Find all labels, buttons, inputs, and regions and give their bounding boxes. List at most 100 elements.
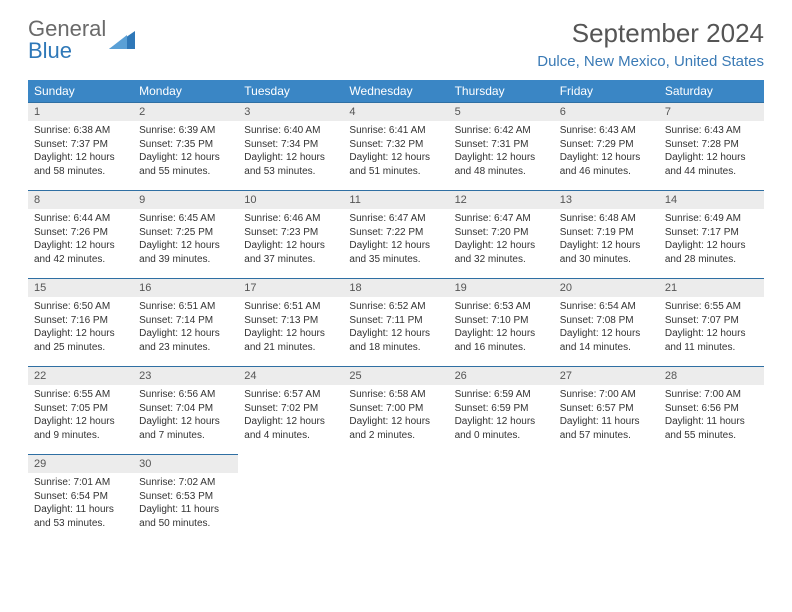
sunset-text: Sunset: 7:05 PM [34, 402, 127, 416]
day-number: 27 [554, 367, 659, 385]
day-number: 20 [554, 279, 659, 297]
weekday-header: Tuesday [238, 80, 343, 103]
sunrise-text: Sunrise: 6:44 AM [34, 212, 127, 226]
daylight-text: Daylight: 12 hours and 32 minutes. [455, 239, 548, 266]
day-details: Sunrise: 6:47 AMSunset: 7:22 PMDaylight:… [343, 209, 448, 269]
daylight-text: Daylight: 12 hours and 25 minutes. [34, 327, 127, 354]
sunrise-text: Sunrise: 6:49 AM [665, 212, 758, 226]
calendar-cell: 8Sunrise: 6:44 AMSunset: 7:26 PMDaylight… [28, 191, 133, 279]
sunrise-text: Sunrise: 7:02 AM [139, 476, 232, 490]
calendar-cell: 9Sunrise: 6:45 AMSunset: 7:25 PMDaylight… [133, 191, 238, 279]
calendar-row: 22Sunrise: 6:55 AMSunset: 7:05 PMDayligh… [28, 367, 764, 455]
daylight-text: Daylight: 12 hours and 2 minutes. [349, 415, 442, 442]
sunset-text: Sunset: 6:59 PM [455, 402, 548, 416]
daylight-text: Daylight: 12 hours and 4 minutes. [244, 415, 337, 442]
calendar-cell: 24Sunrise: 6:57 AMSunset: 7:02 PMDayligh… [238, 367, 343, 455]
logo-triangle-icon [109, 27, 135, 53]
calendar-cell: 12Sunrise: 6:47 AMSunset: 7:20 PMDayligh… [449, 191, 554, 279]
day-number: 22 [28, 367, 133, 385]
day-number: 15 [28, 279, 133, 297]
day-number: 30 [133, 455, 238, 473]
daylight-text: Daylight: 12 hours and 53 minutes. [244, 151, 337, 178]
calendar-cell: 21Sunrise: 6:55 AMSunset: 7:07 PMDayligh… [659, 279, 764, 367]
day-details: Sunrise: 6:43 AMSunset: 7:28 PMDaylight:… [659, 121, 764, 181]
daylight-text: Daylight: 12 hours and 51 minutes. [349, 151, 442, 178]
day-number: 1 [28, 103, 133, 121]
sunrise-text: Sunrise: 6:50 AM [34, 300, 127, 314]
day-number: 18 [343, 279, 448, 297]
sunset-text: Sunset: 7:20 PM [455, 226, 548, 240]
daylight-text: Daylight: 12 hours and 44 minutes. [665, 151, 758, 178]
day-details: Sunrise: 6:42 AMSunset: 7:31 PMDaylight:… [449, 121, 554, 181]
sunrise-text: Sunrise: 7:01 AM [34, 476, 127, 490]
sunset-text: Sunset: 7:02 PM [244, 402, 337, 416]
calendar-cell: 11Sunrise: 6:47 AMSunset: 7:22 PMDayligh… [343, 191, 448, 279]
calendar-cell: 17Sunrise: 6:51 AMSunset: 7:13 PMDayligh… [238, 279, 343, 367]
day-details: Sunrise: 6:51 AMSunset: 7:13 PMDaylight:… [238, 297, 343, 357]
day-details: Sunrise: 6:45 AMSunset: 7:25 PMDaylight:… [133, 209, 238, 269]
sunrise-text: Sunrise: 6:55 AM [34, 388, 127, 402]
weekday-header-row: Sunday Monday Tuesday Wednesday Thursday… [28, 80, 764, 103]
day-number: 16 [133, 279, 238, 297]
day-number: 14 [659, 191, 764, 209]
calendar-row: 1Sunrise: 6:38 AMSunset: 7:37 PMDaylight… [28, 103, 764, 191]
day-number: 13 [554, 191, 659, 209]
sunset-text: Sunset: 7:11 PM [349, 314, 442, 328]
day-details: Sunrise: 6:53 AMSunset: 7:10 PMDaylight:… [449, 297, 554, 357]
calendar-cell: 3Sunrise: 6:40 AMSunset: 7:34 PMDaylight… [238, 103, 343, 191]
calendar-cell: 16Sunrise: 6:51 AMSunset: 7:14 PMDayligh… [133, 279, 238, 367]
calendar-cell: 5Sunrise: 6:42 AMSunset: 7:31 PMDaylight… [449, 103, 554, 191]
day-details: Sunrise: 6:39 AMSunset: 7:35 PMDaylight:… [133, 121, 238, 181]
title-block: September 2024 Dulce, New Mexico, United… [537, 18, 764, 70]
sunrise-text: Sunrise: 6:53 AM [455, 300, 548, 314]
calendar-cell [659, 455, 764, 543]
daylight-text: Daylight: 12 hours and 28 minutes. [665, 239, 758, 266]
daylight-text: Daylight: 12 hours and 39 minutes. [139, 239, 232, 266]
location-text: Dulce, New Mexico, United States [537, 53, 764, 70]
calendar-cell: 4Sunrise: 6:41 AMSunset: 7:32 PMDaylight… [343, 103, 448, 191]
sunrise-text: Sunrise: 6:41 AM [349, 124, 442, 138]
brand-name-2: Blue [28, 38, 72, 63]
calendar-cell [343, 455, 448, 543]
day-number: 4 [343, 103, 448, 121]
day-details: Sunrise: 6:38 AMSunset: 7:37 PMDaylight:… [28, 121, 133, 181]
daylight-text: Daylight: 12 hours and 7 minutes. [139, 415, 232, 442]
calendar-cell: 25Sunrise: 6:58 AMSunset: 7:00 PMDayligh… [343, 367, 448, 455]
daylight-text: Daylight: 11 hours and 57 minutes. [560, 415, 653, 442]
daylight-text: Daylight: 12 hours and 35 minutes. [349, 239, 442, 266]
day-details: Sunrise: 6:47 AMSunset: 7:20 PMDaylight:… [449, 209, 554, 269]
calendar-cell [449, 455, 554, 543]
daylight-text: Daylight: 12 hours and 18 minutes. [349, 327, 442, 354]
weekday-header: Thursday [449, 80, 554, 103]
daylight-text: Daylight: 12 hours and 30 minutes. [560, 239, 653, 266]
daylight-text: Daylight: 12 hours and 46 minutes. [560, 151, 653, 178]
day-details: Sunrise: 6:55 AMSunset: 7:05 PMDaylight:… [28, 385, 133, 445]
calendar-row: 8Sunrise: 6:44 AMSunset: 7:26 PMDaylight… [28, 191, 764, 279]
sunset-text: Sunset: 7:31 PM [455, 138, 548, 152]
day-details: Sunrise: 7:00 AMSunset: 6:56 PMDaylight:… [659, 385, 764, 445]
calendar-cell: 6Sunrise: 6:43 AMSunset: 7:29 PMDaylight… [554, 103, 659, 191]
calendar-cell: 10Sunrise: 6:46 AMSunset: 7:23 PMDayligh… [238, 191, 343, 279]
sunrise-text: Sunrise: 6:47 AM [349, 212, 442, 226]
daylight-text: Daylight: 12 hours and 14 minutes. [560, 327, 653, 354]
calendar-cell: 20Sunrise: 6:54 AMSunset: 7:08 PMDayligh… [554, 279, 659, 367]
sunset-text: Sunset: 6:56 PM [665, 402, 758, 416]
day-details: Sunrise: 6:51 AMSunset: 7:14 PMDaylight:… [133, 297, 238, 357]
weekday-header: Friday [554, 80, 659, 103]
sunset-text: Sunset: 7:07 PM [665, 314, 758, 328]
sunrise-text: Sunrise: 7:00 AM [560, 388, 653, 402]
calendar-row: 29Sunrise: 7:01 AMSunset: 6:54 PMDayligh… [28, 455, 764, 543]
calendar-cell: 14Sunrise: 6:49 AMSunset: 7:17 PMDayligh… [659, 191, 764, 279]
day-number: 10 [238, 191, 343, 209]
sunrise-text: Sunrise: 6:46 AM [244, 212, 337, 226]
day-details: Sunrise: 7:00 AMSunset: 6:57 PMDaylight:… [554, 385, 659, 445]
sunset-text: Sunset: 7:23 PM [244, 226, 337, 240]
day-number: 8 [28, 191, 133, 209]
day-number: 26 [449, 367, 554, 385]
day-details: Sunrise: 6:58 AMSunset: 7:00 PMDaylight:… [343, 385, 448, 445]
daylight-text: Daylight: 12 hours and 11 minutes. [665, 327, 758, 354]
sunrise-text: Sunrise: 6:45 AM [139, 212, 232, 226]
sunrise-text: Sunrise: 6:52 AM [349, 300, 442, 314]
day-details: Sunrise: 6:55 AMSunset: 7:07 PMDaylight:… [659, 297, 764, 357]
day-number: 19 [449, 279, 554, 297]
